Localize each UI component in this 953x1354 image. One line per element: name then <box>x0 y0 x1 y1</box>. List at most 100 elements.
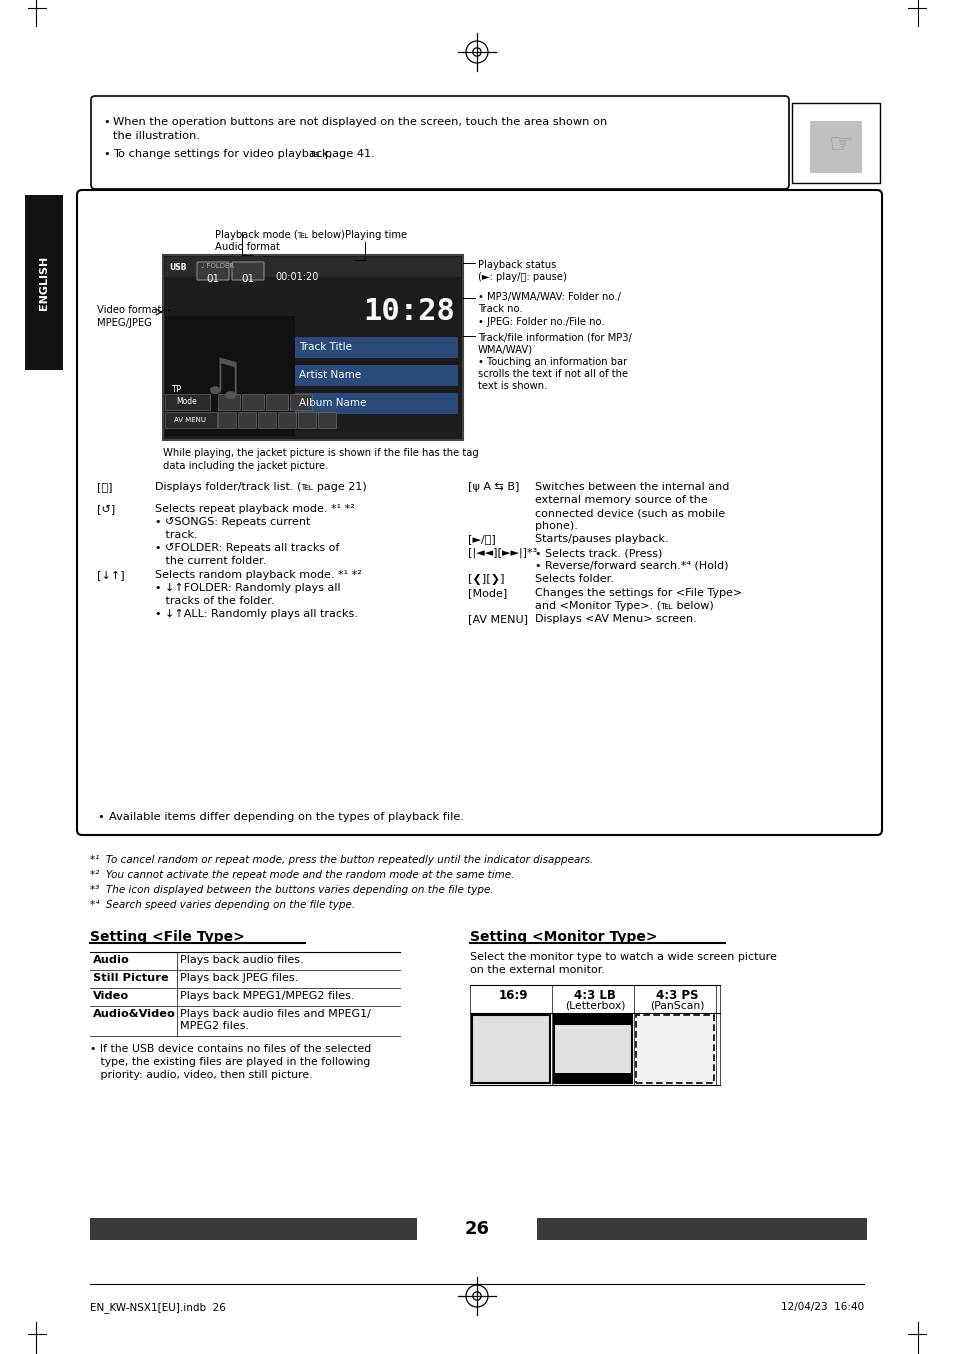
Bar <box>277 412 295 428</box>
Text: 00:01:20: 00:01:20 <box>274 272 318 282</box>
Bar <box>218 394 240 410</box>
Text: connected device (such as mobile: connected device (such as mobile <box>535 508 724 519</box>
FancyBboxPatch shape <box>196 263 229 280</box>
Text: [❮][❯]: [❮][❯] <box>468 574 504 585</box>
Text: While playing, the jacket picture is shown if the file has the tag: While playing, the jacket picture is sho… <box>163 448 478 458</box>
Text: To change settings for video playback,: To change settings for video playback, <box>112 149 332 158</box>
FancyBboxPatch shape <box>77 190 882 835</box>
Text: Track Title: Track Title <box>298 343 352 352</box>
Text: Selects random playback mode. *¹ *²: Selects random playback mode. *¹ *² <box>154 570 361 580</box>
Bar <box>317 412 335 428</box>
Text: Playing time: Playing time <box>345 230 407 240</box>
Text: AV MENU: AV MENU <box>173 417 206 422</box>
Text: [⌕]: [⌕] <box>97 482 112 492</box>
Text: MPEG2 files.: MPEG2 files. <box>180 1021 249 1030</box>
Text: 16:9: 16:9 <box>497 988 527 1002</box>
Bar <box>237 412 255 428</box>
FancyBboxPatch shape <box>91 96 788 190</box>
Text: Playback mode (℡ below): Playback mode (℡ below) <box>214 230 345 240</box>
Text: (►: play/⏸: pause): (►: play/⏸: pause) <box>477 272 566 282</box>
Text: scrolls the text if not all of the: scrolls the text if not all of the <box>477 370 627 379</box>
Text: Audio format: Audio format <box>214 242 279 252</box>
Text: USB: USB <box>169 263 186 272</box>
Bar <box>294 337 456 357</box>
Text: When the operation buttons are not displayed on the screen, touch the area shown: When the operation buttons are not displ… <box>112 116 607 127</box>
Text: Starts/pauses playback.: Starts/pauses playback. <box>535 533 668 544</box>
Text: • ↓↑ALL: Randomly plays all tracks.: • ↓↑ALL: Randomly plays all tracks. <box>154 609 357 619</box>
Text: [►/⏸]: [►/⏸] <box>468 533 496 544</box>
Text: [Mode]: [Mode] <box>468 588 507 598</box>
Text: •: • <box>103 116 110 127</box>
Text: 10:28: 10:28 <box>363 297 455 326</box>
Bar <box>242 394 264 410</box>
Bar <box>266 394 288 410</box>
Text: • JPEG: Folder no./File no.: • JPEG: Folder no./File no. <box>477 317 604 328</box>
Text: (PanScan): (PanScan) <box>649 1001 703 1011</box>
Text: tracks of the folder.: tracks of the folder. <box>154 596 274 607</box>
Text: ♩ FOLDER: ♩ FOLDER <box>201 263 233 269</box>
Text: Select the monitor type to watch a wide screen picture: Select the monitor type to watch a wide … <box>470 952 776 961</box>
FancyBboxPatch shape <box>232 263 264 280</box>
Text: Playback status: Playback status <box>477 260 556 269</box>
Text: *²  You cannot activate the repeat mode and the random mode at the same time.: *² You cannot activate the repeat mode a… <box>90 871 514 880</box>
Text: data including the jacket picture.: data including the jacket picture. <box>163 460 328 471</box>
Text: • ↺SONGS: Repeats current: • ↺SONGS: Repeats current <box>154 517 310 527</box>
Text: Plays back JPEG files.: Plays back JPEG files. <box>180 974 298 983</box>
Text: *¹  To cancel random or repeat mode, press the button repeatedly until the indic: *¹ To cancel random or repeat mode, pres… <box>90 854 593 865</box>
Text: ℡ page 41.: ℡ page 41. <box>309 149 375 158</box>
Text: Track/file information (for MP3/: Track/file information (for MP3/ <box>477 332 631 343</box>
Bar <box>554 1072 631 1083</box>
Text: Displays folder/track list. (℡ page 21): Displays folder/track list. (℡ page 21) <box>154 482 366 492</box>
Text: • Reverse/forward search.*⁴ (Hold): • Reverse/forward search.*⁴ (Hold) <box>535 561 728 571</box>
Text: ☞: ☞ <box>828 131 853 158</box>
Text: • If the USB device contains no files of the selected: • If the USB device contains no files of… <box>90 1044 371 1053</box>
Text: Plays back audio files.: Plays back audio files. <box>180 955 303 965</box>
Text: WMA/WAV): WMA/WAV) <box>477 344 533 353</box>
Text: phone).: phone). <box>535 521 578 531</box>
Text: Artist Name: Artist Name <box>298 370 361 380</box>
Text: Selects repeat playback mode. *¹ *²: Selects repeat playback mode. *¹ *² <box>154 504 355 515</box>
Text: •: • <box>103 149 110 158</box>
Text: the current folder.: the current folder. <box>154 556 266 566</box>
Bar <box>218 412 235 428</box>
Text: [↓↑]: [↓↑] <box>97 570 125 580</box>
Text: and <Monitor Type>. (℡ below): and <Monitor Type>. (℡ below) <box>535 601 713 611</box>
Text: Video format—: Video format— <box>97 305 172 315</box>
Text: Selects folder.: Selects folder. <box>535 574 613 584</box>
Bar <box>809 121 862 173</box>
Bar <box>165 412 216 428</box>
Text: Displays <AV Menu> screen.: Displays <AV Menu> screen. <box>535 613 696 624</box>
Text: Album Name: Album Name <box>298 398 366 408</box>
Bar <box>90 1219 416 1240</box>
Bar <box>791 103 879 183</box>
Bar <box>294 393 456 413</box>
Bar <box>165 394 210 410</box>
Text: TP: TP <box>171 386 181 394</box>
Text: [↺]: [↺] <box>97 504 115 515</box>
Text: Available items differ depending on the types of playback file.: Available items differ depending on the … <box>109 812 463 822</box>
Bar <box>472 1016 550 1083</box>
Text: Audio: Audio <box>92 955 130 965</box>
Bar <box>163 255 462 440</box>
Text: Setting <File Type>: Setting <File Type> <box>90 930 245 944</box>
Text: Mode: Mode <box>176 398 197 406</box>
Text: •: • <box>97 812 104 822</box>
Text: 01: 01 <box>206 274 219 284</box>
Text: Setting <Monitor Type>: Setting <Monitor Type> <box>470 930 657 944</box>
Text: MPEG/JPEG: MPEG/JPEG <box>97 318 152 328</box>
Bar <box>554 1016 631 1025</box>
Text: *³  The icon displayed between the buttons varies depending on the file type.: *³ The icon displayed between the button… <box>90 886 493 895</box>
Bar <box>554 1016 631 1083</box>
Text: ♫: ♫ <box>200 356 245 403</box>
Text: Video: Video <box>92 991 129 1001</box>
Text: the illustration.: the illustration. <box>112 131 200 141</box>
Text: (Letterbox): (Letterbox) <box>564 1001 624 1011</box>
Text: 12/04/23  16:40: 12/04/23 16:40 <box>781 1303 863 1312</box>
Text: • ↺FOLDER: Repeats all tracks of: • ↺FOLDER: Repeats all tracks of <box>154 543 339 552</box>
Text: type, the existing files are played in the following: type, the existing files are played in t… <box>90 1057 370 1067</box>
Text: Track no.: Track no. <box>477 305 522 314</box>
Text: Plays back MPEG1/MPEG2 files.: Plays back MPEG1/MPEG2 files. <box>180 991 355 1001</box>
Text: Still Picture: Still Picture <box>92 974 169 983</box>
Text: external memory source of the: external memory source of the <box>535 496 707 505</box>
Text: 4:3 PS: 4:3 PS <box>655 988 698 1002</box>
